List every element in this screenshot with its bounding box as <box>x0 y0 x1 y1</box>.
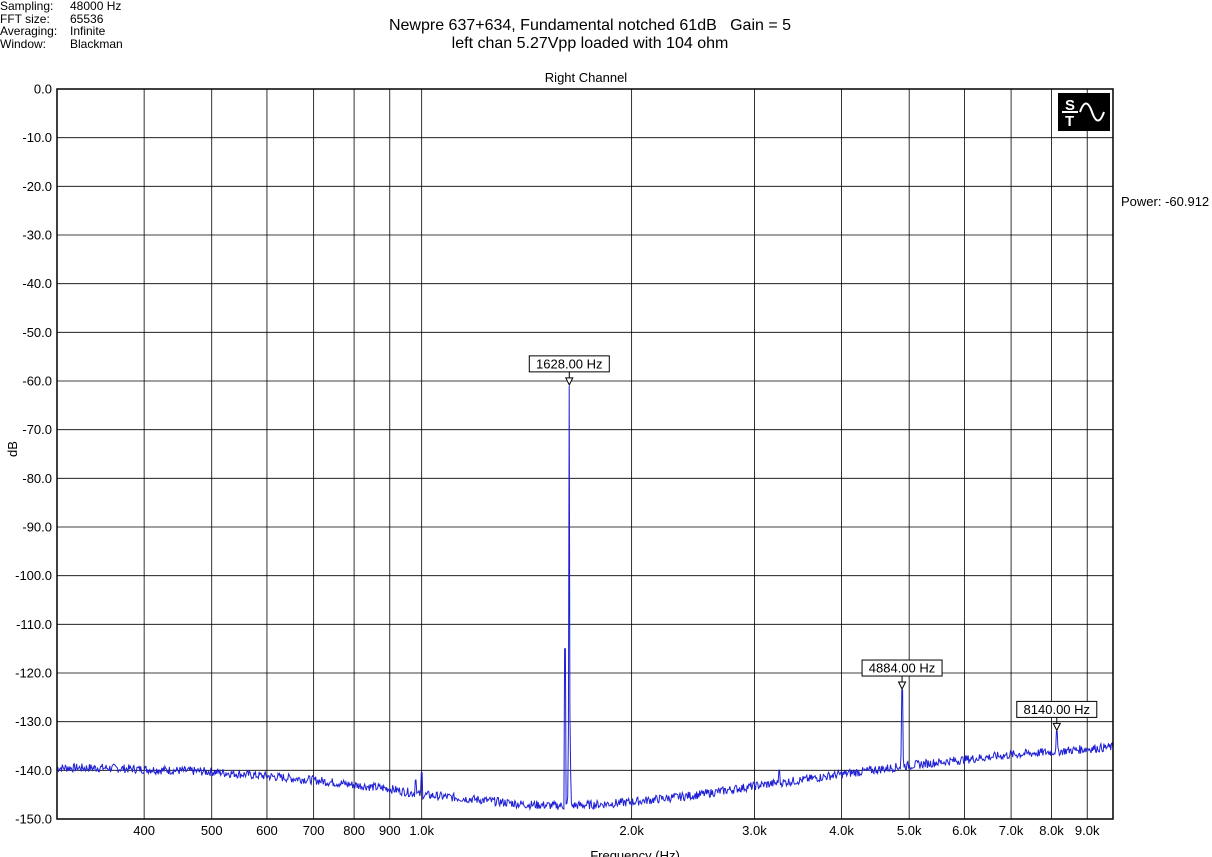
fft-size-row: FFT size: 65536 <box>0 11 123 26</box>
peak-label-box <box>1016 700 1098 718</box>
y-axis-label: dB <box>5 441 20 457</box>
y-tick-label: -10.0 <box>22 130 52 145</box>
x-tick-label: 5.0k <box>897 823 922 838</box>
spectrum-trace <box>56 385 1114 811</box>
y-tick-label: -90.0 <box>22 520 52 535</box>
peak-label: 4884.00 Hz <box>869 661 936 676</box>
fft-size-label: FFT size: <box>0 11 50 26</box>
y-tick-label: -60.0 <box>22 374 52 389</box>
sampling-value: 48000 Hz <box>70 0 122 13</box>
sampling-row: Sampling: 48000 Hz <box>0 0 123 13</box>
y-tick-label: -140.0 <box>15 763 52 778</box>
x-tick-label: 900 <box>379 823 401 838</box>
st-logo-icon: S T <box>1058 93 1110 131</box>
y-tick-label: -70.0 <box>22 422 52 437</box>
x-tick-label: 9.0k <box>1075 823 1100 838</box>
x-tick-label: 8.0k <box>1039 823 1064 838</box>
spectrum-trace-group <box>56 385 1114 811</box>
window-value: Blackman <box>70 36 123 51</box>
sampling-label: Sampling: <box>0 0 54 13</box>
power-readout: Power: -60.912 <box>1121 194 1210 209</box>
x-axis-label: Frequency (Hz) <box>590 848 680 857</box>
grid <box>57 88 1113 820</box>
peak-label-box <box>528 355 610 373</box>
y-tick-label: 0.0 <box>34 82 52 97</box>
window-label: Window: <box>0 36 47 51</box>
y-tick-label: -150.0 <box>15 812 52 827</box>
x-tick-label: 1.0k <box>409 823 434 838</box>
x-tick-label: 2.0k <box>619 823 644 838</box>
fft-size-value: 65536 <box>70 11 104 26</box>
chart-heading: Newpre 637+634, Fundamental notched 61dB… <box>330 17 850 53</box>
averaging-row: Averaging: Infinite <box>0 25 123 38</box>
x-tick-label: 4.0k <box>829 823 854 838</box>
x-tick-label: 6.0k <box>952 823 977 838</box>
x-tick-label: 7.0k <box>999 823 1024 838</box>
peak-label: 8140.00 Hz <box>1024 702 1091 717</box>
chart-title: Right Channel <box>544 70 628 85</box>
averaging-label: Averaging: <box>0 24 58 38</box>
peak-label-box <box>861 659 943 677</box>
y-tick-label: -80.0 <box>22 471 52 486</box>
axes: 0.0 -10.0 -20.0 -30.0 -40.0 -50.0 -60.0 -70.0 -8… <box>5 82 1114 857</box>
window-row: Window: Blackman <box>0 36 123 51</box>
x-tick-label: 500 <box>201 823 223 838</box>
heading-line-2: left chan 5.27Vpp loaded with 104 ohm <box>451 35 729 52</box>
x-tick-label: 400 <box>133 823 155 838</box>
peak-label: 1628.00 Hz <box>536 356 603 371</box>
svg-text:T: T <box>1065 113 1074 130</box>
y-tick-label: -100.0 <box>15 568 52 583</box>
y-tick-label: -50.0 <box>22 325 52 340</box>
peak-markers: 1628.00 Hz 4884.00 Hz 8140.00 Hz <box>528 355 1098 732</box>
x-tick-label: 800 <box>343 823 365 838</box>
y-tick-label: -30.0 <box>22 228 52 243</box>
y-tick-label: -120.0 <box>15 666 52 681</box>
heading-line-1: Newpre 637+634, Fundamental notched 61dB… <box>388 17 792 34</box>
plot-frame <box>56 88 1114 820</box>
analyzer-settings: Sampling: 48000 Hz FFT size: 65536 Avera… <box>0 0 123 50</box>
peak-marker-arrow <box>1052 722 1062 732</box>
x-tick-label: 3.0k <box>742 823 767 838</box>
y-tick-label: -40.0 <box>22 276 52 291</box>
x-tick-label: 700 <box>303 823 325 838</box>
peak-marker-arrow <box>897 681 907 691</box>
y-tick-label: -110.0 <box>16 617 52 632</box>
averaging-value: Infinite <box>70 24 106 38</box>
x-tick-label: 600 <box>256 823 278 838</box>
y-tick-label: -130.0 <box>15 714 52 729</box>
y-tick-label: -20.0 <box>22 179 52 194</box>
svg-text:S: S <box>1065 97 1075 114</box>
